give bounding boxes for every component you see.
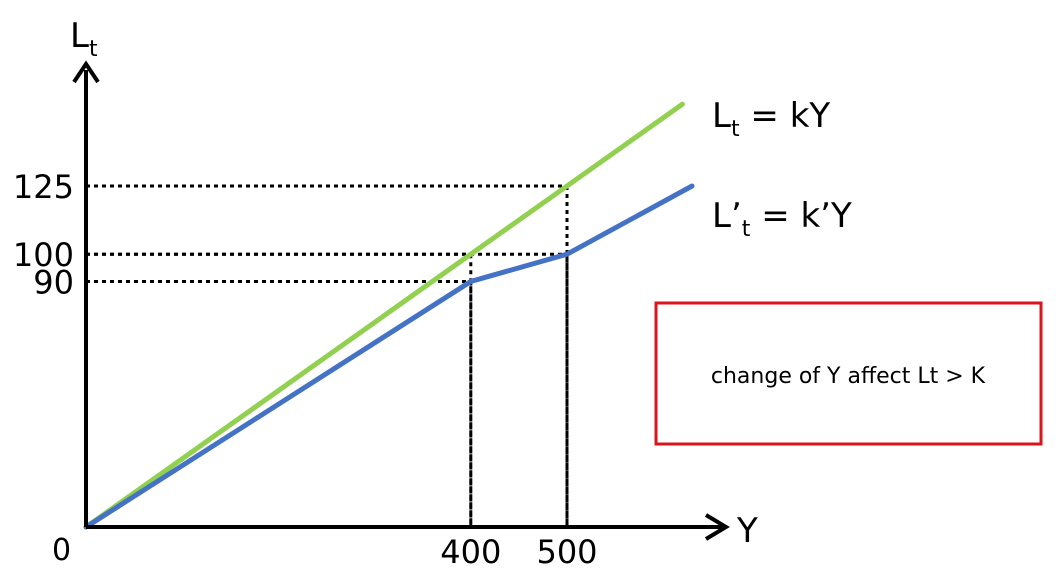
origin-label: 0 — [52, 533, 71, 568]
series-line-1 — [83, 183, 695, 530]
y-tick-label-1: 100 — [13, 236, 74, 274]
y-tick-label-2: 125 — [13, 168, 74, 206]
x-axis-arrowhead — [704, 513, 730, 541]
y-axis-label: Lt — [70, 16, 98, 62]
series-labels: Lt = kY L’t = k’Y — [712, 96, 852, 242]
guide-lines — [86, 184, 569, 527]
y-axis-arrowhead — [72, 60, 100, 84]
annotation-border — [654, 301, 1043, 446]
y-tick-label-0: 90 — [33, 263, 74, 301]
x-tick-label-0: 400 — [440, 533, 501, 571]
annotation-box: change of Y affect Lt > K — [654, 301, 1043, 446]
series-label-0: Lt = kY — [712, 96, 830, 142]
x-axis-label: Y — [736, 511, 758, 551]
annotation-text: change of Y affect Lt > K — [711, 364, 986, 389]
series-label-1: L’t = k’Y — [712, 196, 852, 242]
series-lines — [83, 101, 695, 530]
series-line-0 — [83, 101, 685, 530]
x-tick-label-1: 500 — [536, 533, 597, 571]
